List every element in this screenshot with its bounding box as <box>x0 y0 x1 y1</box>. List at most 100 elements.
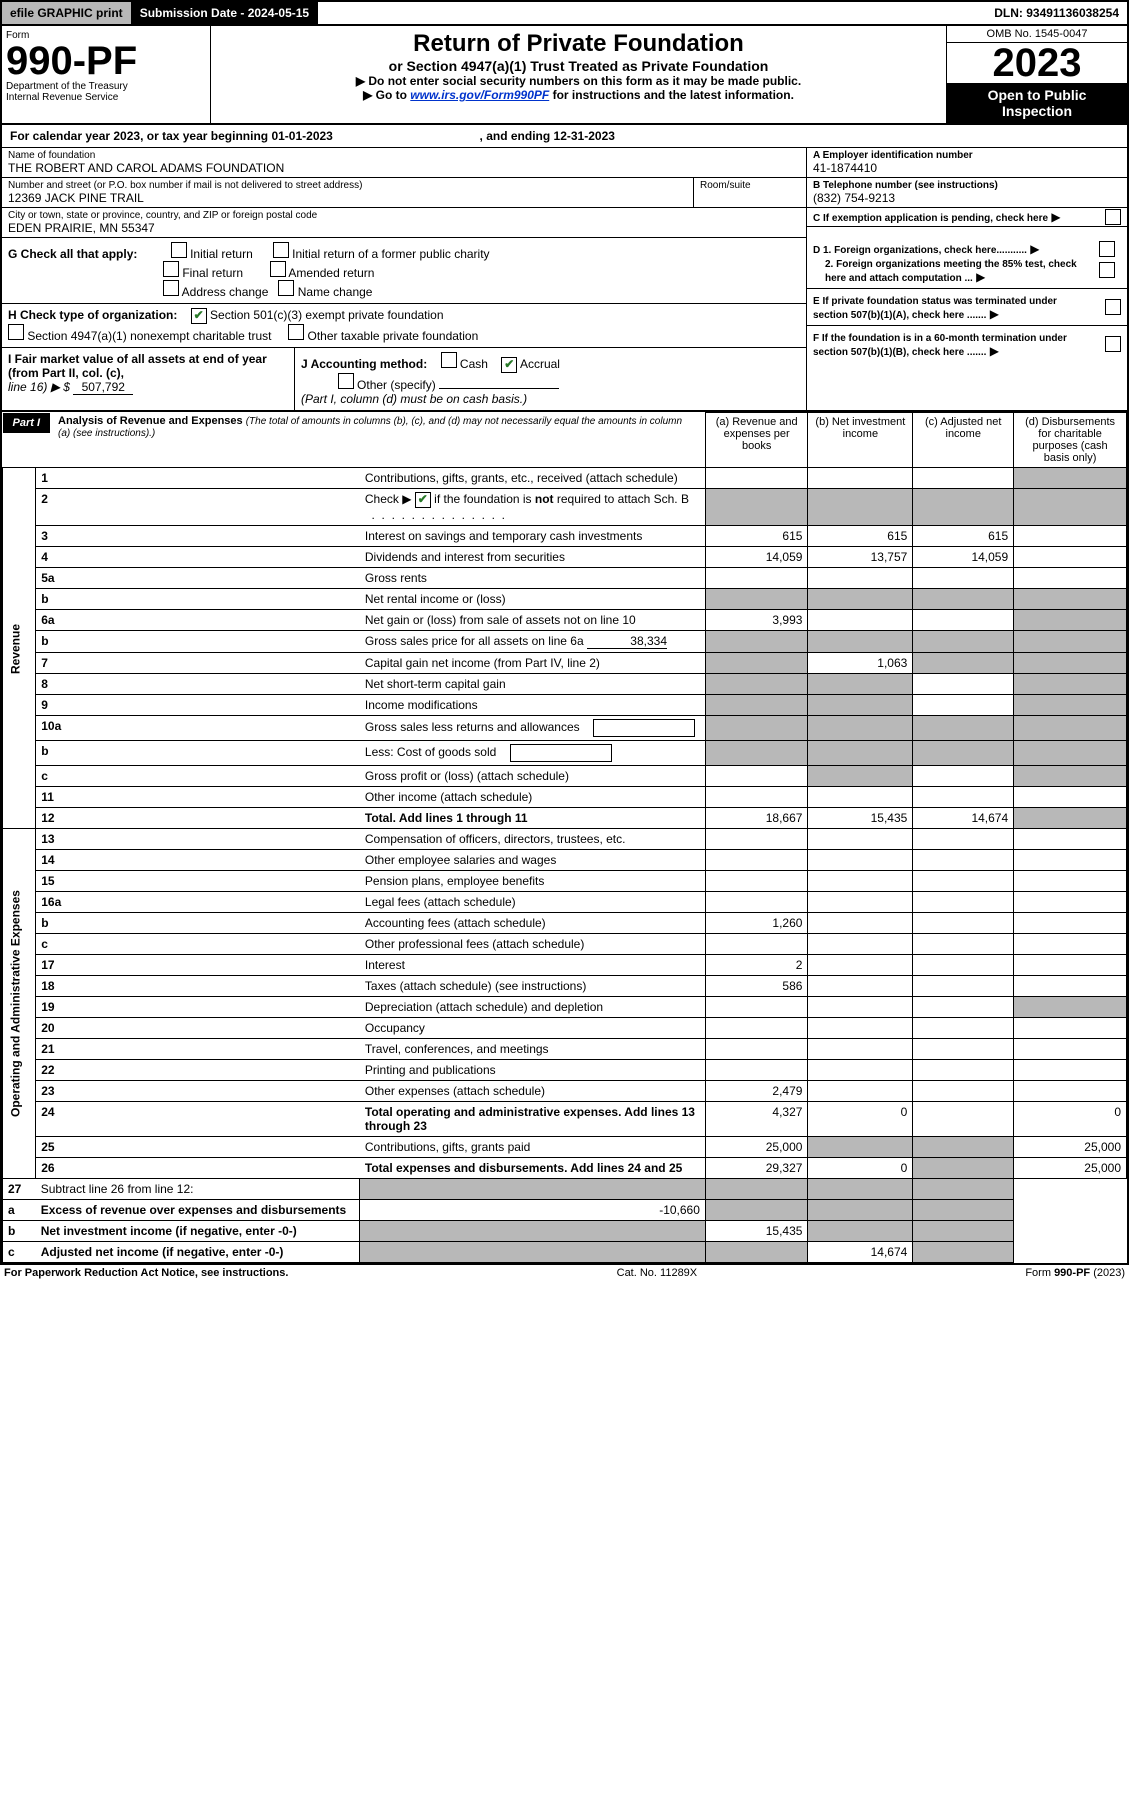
e-cb[interactable] <box>1105 299 1121 315</box>
row-num: a <box>3 1200 36 1221</box>
row-desc: Travel, conferences, and meetings <box>360 1039 706 1060</box>
e-label: E If private foundation status was termi… <box>813 296 1057 321</box>
row-desc: Taxes (attach schedule) (see instruction… <box>360 976 706 997</box>
cell-b <box>808 695 913 716</box>
part1-header-cell: Part I Analysis of Revenue and Expenses … <box>3 413 706 468</box>
expenses-side-label: Operating and Administrative Expenses <box>3 829 36 1179</box>
d1-cb[interactable] <box>1099 241 1115 257</box>
i-label2: line 16) ▶ $ <box>8 380 73 394</box>
row-num: 6a <box>36 610 360 631</box>
g3: Final return <box>182 266 243 280</box>
cell-c <box>913 568 1014 589</box>
arrow-icon: ▶ <box>1051 210 1060 224</box>
row-desc: Gross profit or (loss) (attach schedule) <box>360 766 706 787</box>
instr2b: for instructions and the latest informat… <box>549 88 794 102</box>
row-desc: Net rental income or (loss) <box>360 589 706 610</box>
table-row: 7Capital gain net income (from Part IV, … <box>3 653 1127 674</box>
row-desc: Gross rents <box>360 568 706 589</box>
cell-d <box>1014 766 1127 787</box>
arrow-icon: ▶ <box>976 270 985 284</box>
c-label: C If exemption application is pending, c… <box>813 213 1048 224</box>
cell-b <box>808 1081 913 1102</box>
j2-cb[interactable]: ✔ <box>501 357 517 373</box>
cell-d <box>1014 808 1127 829</box>
h2-cb[interactable] <box>8 324 24 340</box>
cell-a <box>705 850 808 871</box>
cell-d <box>1014 526 1127 547</box>
g4-cb[interactable] <box>270 261 286 277</box>
table-row: 14Other employee salaries and wages <box>3 850 1127 871</box>
col-a-header: (a) Revenue and expenses per books <box>705 413 808 468</box>
table-row: 15Pension plans, employee benefits <box>3 871 1127 892</box>
table-row: 25Contributions, gifts, grants paid25,00… <box>3 1137 1127 1158</box>
cell-a <box>705 674 808 695</box>
row-num: 13 <box>36 829 360 850</box>
cell-d <box>1014 976 1127 997</box>
cell-c <box>913 468 1014 489</box>
efile-btn[interactable]: efile GRAPHIC print <box>2 2 132 24</box>
row-num: 3 <box>36 526 360 547</box>
table-row: 18Taxes (attach schedule) (see instructi… <box>3 976 1127 997</box>
cell-c <box>913 955 1014 976</box>
f-label: F If the foundation is in a 60-month ter… <box>813 333 1067 358</box>
cell-a: -10,660 <box>360 1200 706 1221</box>
row-num: c <box>36 934 360 955</box>
cell-c <box>913 766 1014 787</box>
table-row: 16aLegal fees (attach schedule) <box>3 892 1127 913</box>
part1-header-row: Part I Analysis of Revenue and Expenses … <box>3 413 1127 468</box>
cell-c <box>913 589 1014 610</box>
cell-b: 1,063 <box>808 653 913 674</box>
j3-input[interactable] <box>439 388 559 389</box>
cell-b: 0 <box>808 1158 913 1179</box>
f-cell: F If the foundation is in a 60-month ter… <box>807 326 1127 362</box>
h1-cb[interactable]: ✔ <box>191 308 207 324</box>
cell-a <box>360 1221 706 1242</box>
table-row: 22Printing and publications <box>3 1060 1127 1081</box>
row-desc: Contributions, gifts, grants, etc., rece… <box>360 468 706 489</box>
j1-cb[interactable] <box>441 352 457 368</box>
f-cb[interactable] <box>1105 336 1121 352</box>
cell-b <box>808 850 913 871</box>
d2-cb[interactable] <box>1099 262 1115 278</box>
cell-c <box>913 653 1014 674</box>
cal-begin: 01-01-2023 <box>271 129 332 143</box>
g5-cb[interactable] <box>163 280 179 296</box>
g5: Address change <box>182 285 269 299</box>
cell-c <box>913 829 1014 850</box>
cell-c <box>913 1102 1014 1137</box>
g6-cb[interactable] <box>278 280 294 296</box>
i-cell: I Fair market value of all assets at end… <box>2 348 295 410</box>
cell-a <box>705 695 808 716</box>
j1: Cash <box>460 357 488 371</box>
j-cell: J Accounting method: Cash ✔ Accrual Othe… <box>295 348 806 410</box>
g1-cb[interactable] <box>171 242 187 258</box>
ein-cell: A Employer identification number 41-1874… <box>807 148 1127 178</box>
row-desc: Income modifications <box>360 695 706 716</box>
cell-c <box>913 1039 1014 1060</box>
cal-t1: For calendar year 2023, or tax year begi… <box>10 129 271 143</box>
h2: Section 4947(a)(1) nonexempt charitable … <box>27 329 271 343</box>
cell-d <box>1014 589 1127 610</box>
info-right: A Employer identification number 41-1874… <box>807 148 1127 238</box>
cell-c <box>913 716 1014 741</box>
row-desc: Other professional fees (attach schedule… <box>360 934 706 955</box>
ein-label: A Employer identification number <box>813 150 1121 161</box>
irs-link[interactable]: www.irs.gov/Form990PF <box>410 88 549 102</box>
c-checkbox[interactable] <box>1105 209 1121 225</box>
j3-cb[interactable] <box>338 373 354 389</box>
e-cell: E If private foundation status was termi… <box>807 289 1127 326</box>
cell-c: 14,674 <box>913 808 1014 829</box>
d-cell: D 1. Foreign organizations, check here..… <box>807 238 1127 289</box>
cell-d <box>1014 741 1127 766</box>
h3-cb[interactable] <box>288 324 304 340</box>
g2-cb[interactable] <box>273 242 289 258</box>
cell-a: 1,260 <box>705 913 808 934</box>
row-num: 18 <box>36 976 360 997</box>
row-desc: Printing and publications <box>360 1060 706 1081</box>
row-num: 15 <box>36 871 360 892</box>
cell-d: 25,000 <box>1014 1158 1127 1179</box>
row-desc: Contributions, gifts, grants paid <box>360 1137 706 1158</box>
footer-right: Form 990-PF (2023) <box>1025 1267 1125 1279</box>
cell-b <box>808 1060 913 1081</box>
g3-cb[interactable] <box>163 261 179 277</box>
